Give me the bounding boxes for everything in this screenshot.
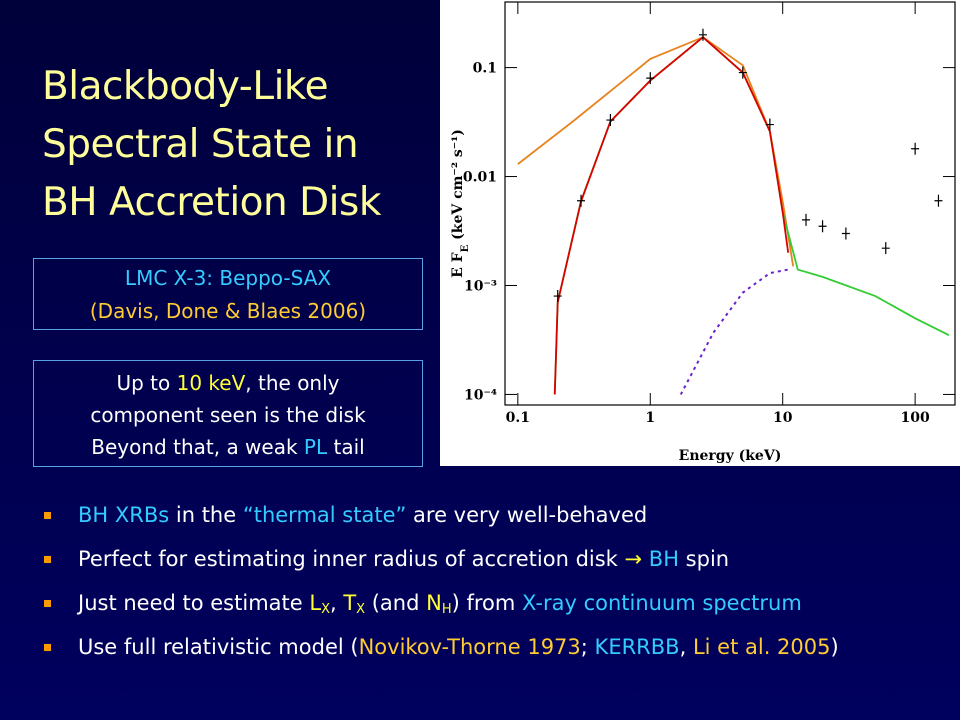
text-segment: PL	[303, 435, 328, 459]
data-point	[698, 28, 707, 41]
model-line	[553, 36, 790, 395]
bullet-item: Just need to estimate LX, TX (and NH) fr…	[0, 583, 960, 627]
text-segment: BH	[648, 547, 679, 571]
text-segment: X-ray continuum spectrum	[522, 591, 802, 615]
text-segment: ;	[580, 635, 595, 659]
text-segment: Novikov-Thorne 1973	[358, 635, 581, 659]
data-point	[934, 194, 943, 207]
y-axis-label-part: E F	[450, 252, 466, 278]
x-tick-label: 1	[645, 410, 655, 426]
text-segment: Li et al. 2005	[692, 635, 831, 659]
data-point	[911, 142, 920, 155]
model-line	[517, 36, 795, 267]
text-segment: spin	[679, 547, 730, 571]
text-segment: KERRBB	[594, 635, 680, 659]
text-segment: →	[624, 547, 649, 571]
text-segment: 10 keV	[176, 371, 246, 395]
bullet-list: BH XRBs in the “thermal state” are very …	[0, 495, 960, 671]
y-axis-label-part: (keV cm⁻² s⁻¹)	[450, 129, 466, 245]
y-tick-label: 10⁻³	[464, 278, 497, 294]
note-box: Up to 10 keV, the only component seen is …	[33, 360, 423, 467]
text-segment: are very well-behaved	[406, 503, 648, 527]
source-box: LMC X-3: Beppo-SAX (Davis, Done & Blaes 2…	[33, 258, 423, 330]
text-segment: Beyond that, a weak	[91, 435, 304, 459]
text-segment: component seen is the disk	[90, 403, 366, 427]
text-segment: T	[343, 591, 357, 615]
data-point	[646, 72, 655, 85]
spectrum-chart: 0.1 1 10 100 10⁻⁴ 10⁻³ 0.01 0.1 Energy (keV) E FE…	[440, 0, 960, 466]
x-axis-label: Energy (keV)	[679, 448, 782, 464]
text-segment: X	[356, 602, 366, 617]
box-line: component seen is the disk	[34, 399, 422, 431]
box-line: Beyond that, a weak PL tail	[34, 431, 422, 463]
bullet-item: BH XRBs in the “thermal state” are very …	[0, 495, 960, 539]
data-point	[818, 220, 827, 233]
data-point	[765, 118, 774, 131]
text-segment: ,	[679, 635, 693, 659]
text-segment: tail	[327, 435, 365, 459]
y-axis-label-part: E	[460, 244, 471, 252]
text-segment: BH XRBs	[78, 503, 170, 527]
y-tick-label: 0.1	[473, 61, 497, 77]
slide-title: Blackbody-Like Spectral State in BH Accret…	[42, 58, 381, 232]
text-segment: Just need to estimate	[78, 591, 310, 615]
text-segment: H	[441, 602, 452, 617]
bullet-item: Use full relativistic model (Novikov-Tho…	[0, 627, 960, 671]
y-tick-label: 10⁻⁴	[464, 387, 497, 403]
box-line: LMC X-3: Beppo-SAX	[34, 262, 422, 295]
bullet-item: Perfect for estimating inner radius of a…	[0, 539, 960, 583]
text-segment: ,	[329, 591, 344, 615]
text-segment: Up to	[116, 371, 177, 395]
y-tick-label: 0.01	[463, 170, 497, 186]
data-point	[802, 213, 811, 226]
data-point	[553, 290, 562, 303]
box-line: Up to 10 keV, the only	[34, 367, 422, 399]
x-tick-label: 100	[901, 410, 930, 426]
y-axis-label: E FE (keV cm⁻² s⁻¹)	[450, 129, 471, 278]
text-segment: (and	[365, 591, 427, 615]
text-segment: “thermal state”	[242, 503, 407, 527]
data-point	[841, 227, 850, 240]
x-tick-label: 0.1	[506, 410, 530, 426]
text-segment: , the only	[245, 371, 340, 395]
title-line: Blackbody-Like	[42, 64, 329, 109]
data-point	[606, 114, 615, 127]
text-segment: ) from	[451, 591, 523, 615]
text-segment: LMC X-3: Beppo-SAX	[124, 266, 332, 290]
text-segment: X	[321, 602, 330, 617]
data-point	[577, 194, 586, 207]
title-line: Spectral State in	[42, 122, 359, 167]
text-segment: L	[309, 591, 322, 615]
text-segment: Perfect for estimating inner radius of a…	[78, 547, 625, 571]
data-point	[881, 242, 890, 255]
text-segment: N	[426, 591, 442, 615]
text-segment: )	[830, 635, 839, 659]
model-line	[679, 268, 789, 395]
box-line: (Davis, Done & Blaes 2006)	[34, 295, 422, 328]
text-segment: in the	[169, 503, 243, 527]
title-line: BH Accretion Disk	[42, 180, 381, 225]
text-segment: Use full relativistic model (	[78, 635, 359, 659]
x-tick-label: 10	[773, 410, 793, 426]
plot-frame	[504, 1, 956, 406]
text-segment: (Davis, Done & Blaes 2006)	[89, 299, 367, 323]
data-point	[738, 66, 747, 79]
